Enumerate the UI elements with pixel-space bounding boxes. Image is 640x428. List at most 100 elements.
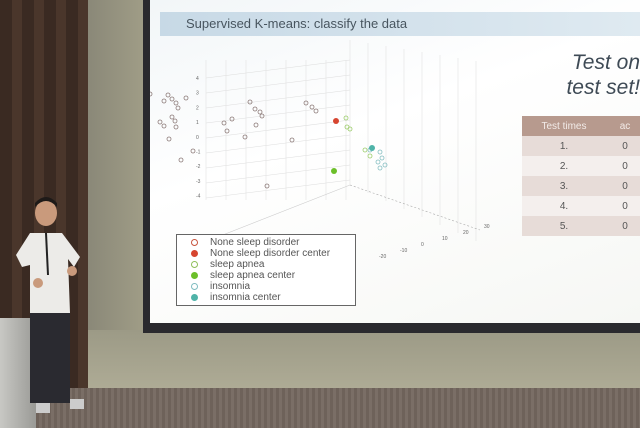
- data-point: [379, 155, 385, 161]
- none-sleep-disorder-center: [333, 118, 339, 124]
- accuracy-value: 0: [622, 220, 628, 232]
- legend-marker-icon: [191, 294, 198, 301]
- z-tick-label: 1: [196, 120, 199, 126]
- data-point: [264, 183, 270, 189]
- grid-line: [205, 179, 351, 199]
- z-tick-label: 0: [196, 135, 199, 141]
- carpet-floor: [0, 388, 640, 428]
- data-point: [161, 123, 167, 129]
- data-point: [169, 114, 175, 120]
- test-number: 5.: [559, 220, 569, 232]
- data-point: [224, 128, 230, 134]
- z-tick-label: -3: [196, 179, 201, 185]
- z-tick-label: -2: [196, 164, 201, 170]
- legend-label: insomnia: [210, 281, 251, 292]
- z-tick-label: -1: [196, 150, 201, 156]
- data-point: [289, 137, 295, 143]
- test-number: 2.: [559, 160, 569, 172]
- x-tick-label: 30: [484, 224, 490, 230]
- data-point: [375, 159, 381, 165]
- table-row: 5. 0: [522, 216, 640, 236]
- grid-line: [205, 89, 351, 109]
- data-point: [347, 126, 353, 132]
- x-tick-label: -10: [400, 248, 407, 254]
- data-point: [161, 98, 167, 104]
- data-point: [175, 105, 181, 111]
- z-tick-label: 3: [196, 91, 199, 97]
- insomnia-center: [369, 145, 375, 151]
- legend-marker-icon: [191, 283, 198, 290]
- sleep-apnea-center: [331, 168, 337, 174]
- plot-legend: None sleep disorder None sleep disorder c…: [176, 234, 356, 306]
- data-point: [362, 147, 368, 153]
- x-tick-label: 0: [421, 242, 424, 248]
- test-title-line1: Test on: [571, 51, 640, 74]
- data-point: [313, 108, 319, 114]
- legend-marker-icon: [191, 239, 198, 246]
- test-number: 4.: [559, 200, 569, 212]
- legend-label: sleep apnea: [210, 259, 265, 270]
- data-point: [178, 157, 184, 163]
- grid-line: [205, 134, 351, 154]
- test-number: 3.: [559, 180, 569, 192]
- data-point: [173, 100, 179, 106]
- header-accuracy: ac: [619, 120, 631, 132]
- presenter: [16, 197, 84, 413]
- legend-label: None sleep disorder center: [210, 248, 331, 259]
- data-point: [173, 124, 179, 130]
- table-row: 2. 0: [522, 156, 640, 176]
- legend-item: insomnia: [183, 281, 349, 292]
- data-point: [309, 104, 315, 110]
- data-point: [166, 136, 172, 142]
- data-point: [172, 118, 178, 124]
- accuracy-value: 0: [622, 180, 628, 192]
- data-point: [169, 96, 175, 102]
- table-row: 1. 0: [522, 136, 640, 156]
- table-row: 4. 0: [522, 196, 640, 216]
- data-point: [253, 122, 259, 128]
- legend-label: None sleep disorder: [210, 237, 300, 248]
- grid-line: [205, 59, 351, 79]
- data-point: [221, 120, 227, 126]
- accuracy-value: 0: [622, 200, 628, 212]
- test-title: Test on test set!: [550, 50, 640, 100]
- slide-title-bar: Supervised K-means: classify the data: [160, 12, 640, 36]
- legend-marker-icon: [191, 261, 198, 268]
- data-point: [165, 92, 171, 98]
- z-tick-label: 4: [196, 76, 199, 82]
- legend-item: None sleep disorder center: [183, 248, 349, 259]
- accuracy-value: 0: [622, 140, 628, 152]
- legend-item: sleep apnea center: [183, 270, 349, 281]
- legend-label: sleep apnea center: [210, 270, 296, 281]
- grid-line: [205, 74, 351, 94]
- accuracy-value: 0: [622, 160, 628, 172]
- slide-title: Supervised K-means: classify the data: [186, 16, 408, 31]
- z-tick-label: -4: [196, 194, 201, 200]
- data-point: [150, 91, 153, 97]
- x-tick-label: -20: [379, 254, 386, 260]
- legend-item: sleep apnea: [183, 259, 349, 270]
- axis-line: [209, 184, 351, 241]
- data-point: [303, 100, 309, 106]
- x-tick-label: 10: [442, 236, 448, 242]
- legend-item: None sleep disorder: [183, 237, 349, 248]
- legend-marker-icon: [191, 250, 198, 257]
- data-point: [367, 153, 373, 159]
- grid-line: [205, 164, 351, 184]
- data-point: [257, 109, 263, 115]
- results-table: Test times ac 1. 0 2. 0 3. 0 4. 0 5. 0: [522, 116, 640, 236]
- data-point: [190, 148, 196, 154]
- x-tick-label: 20: [463, 230, 469, 236]
- data-point: [343, 115, 349, 121]
- legend-item: insomnia center: [183, 292, 349, 303]
- data-point: [247, 99, 253, 105]
- data-point: [183, 95, 189, 101]
- test-number: 1.: [559, 140, 569, 152]
- z-tick-label: 2: [196, 105, 199, 111]
- lower-wall: [88, 330, 640, 395]
- table-header: Test times ac: [522, 116, 640, 136]
- header-test-times: Test times: [541, 120, 587, 132]
- data-point: [252, 106, 258, 112]
- data-point: [377, 149, 383, 155]
